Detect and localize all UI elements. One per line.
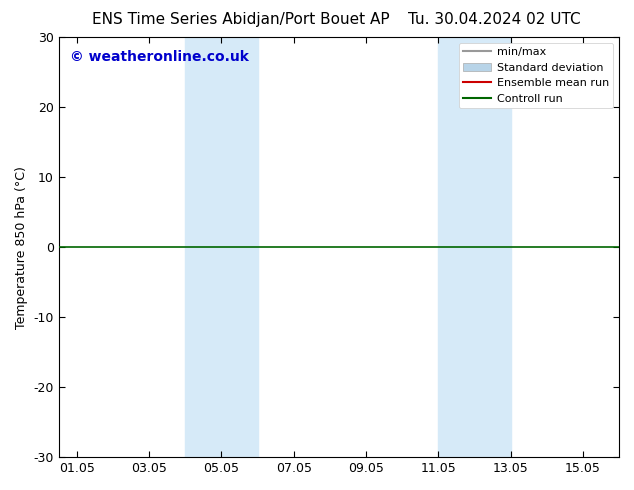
Text: ENS Time Series Abidjan/Port Bouet AP: ENS Time Series Abidjan/Port Bouet AP bbox=[92, 12, 390, 27]
Bar bbox=[438, 37, 510, 457]
Legend: min/max, Standard deviation, Ensemble mean run, Controll run: min/max, Standard deviation, Ensemble me… bbox=[459, 43, 614, 108]
Bar bbox=[185, 37, 257, 457]
Text: Tu. 30.04.2024 02 UTC: Tu. 30.04.2024 02 UTC bbox=[408, 12, 581, 27]
Text: © weatheronline.co.uk: © weatheronline.co.uk bbox=[70, 50, 249, 64]
Y-axis label: Temperature 850 hPa (°C): Temperature 850 hPa (°C) bbox=[15, 166, 28, 329]
